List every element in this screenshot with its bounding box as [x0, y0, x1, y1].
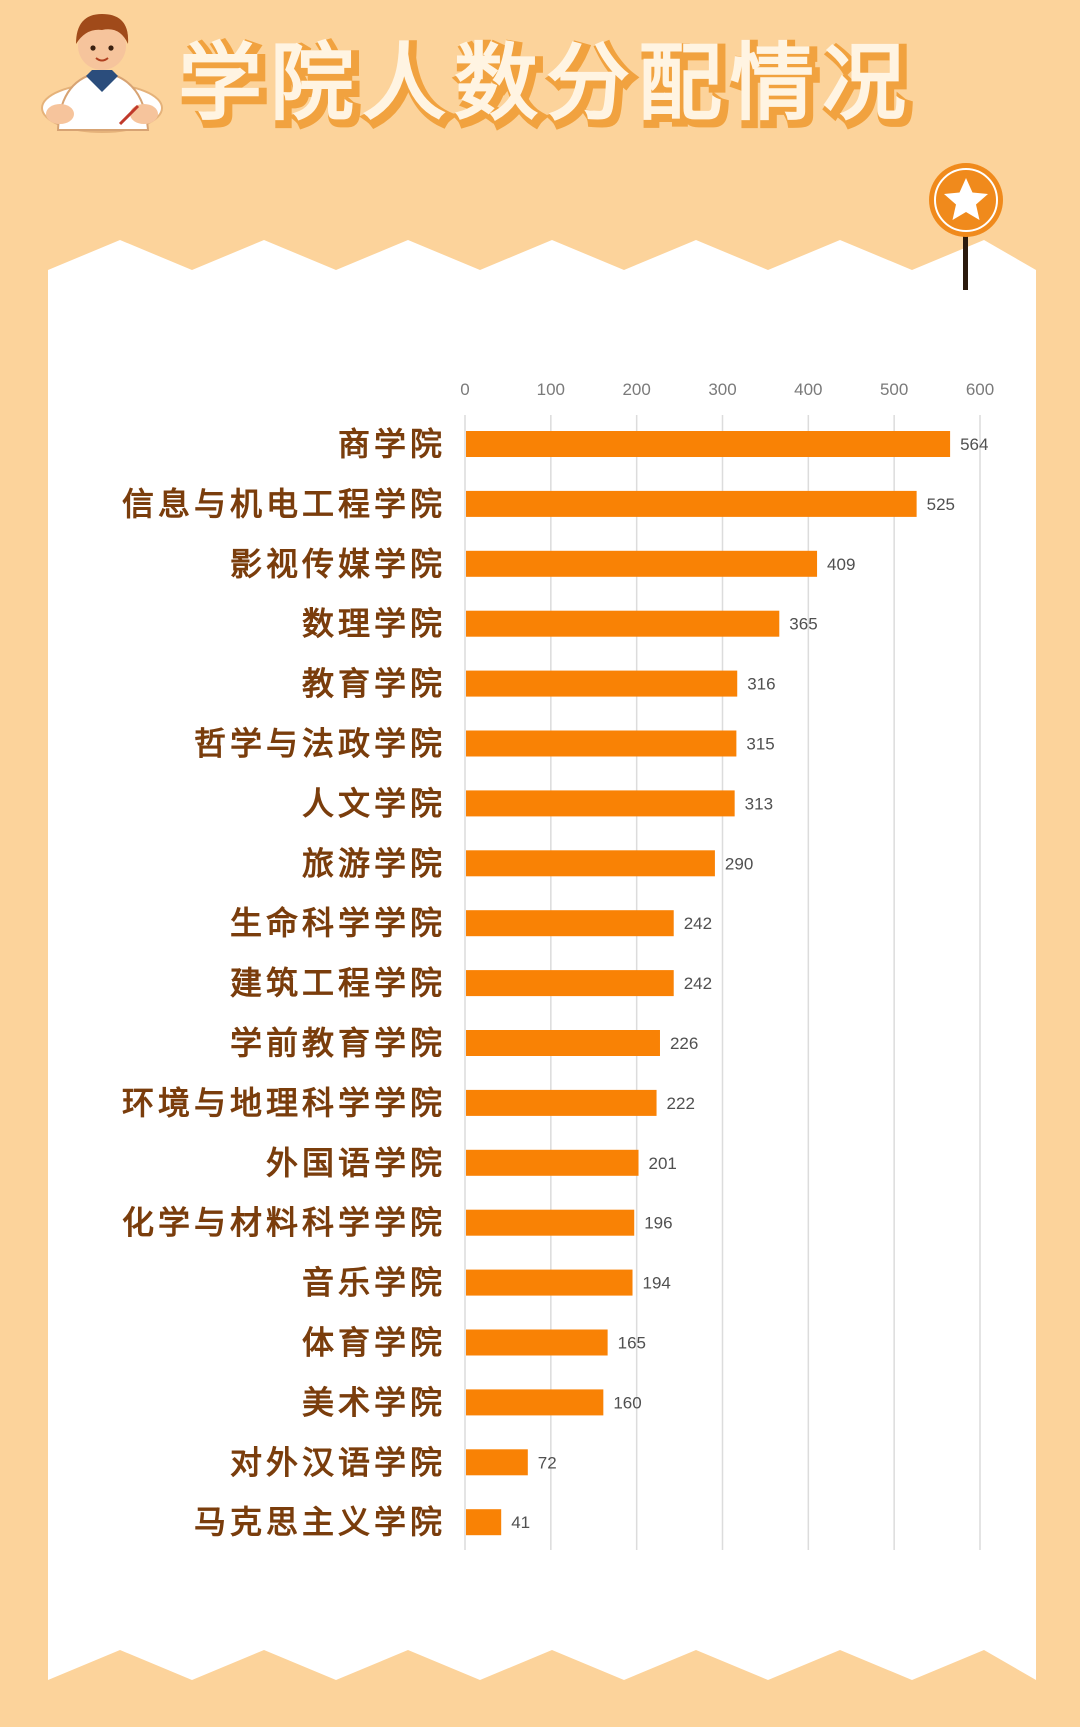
- value-label: 315: [746, 735, 774, 754]
- category-label: 建筑工程学院: [230, 964, 446, 1002]
- category-label: 教育学院: [302, 665, 446, 703]
- value-label: 564: [960, 435, 988, 454]
- value-label: 242: [684, 914, 712, 933]
- category-label: 环境与地理科学学院: [122, 1084, 446, 1122]
- bar: [466, 550, 818, 577]
- bar-series: [466, 431, 951, 1536]
- value-label: 72: [538, 1453, 557, 1472]
- category-label: 体育学院: [302, 1324, 446, 1362]
- value-label: 194: [643, 1274, 671, 1293]
- bar: [466, 910, 674, 937]
- value-label: 222: [667, 1094, 695, 1113]
- bar: [466, 1149, 639, 1176]
- category-labels: 商学院信息与机电工程学院影视传媒学院数理学院教育学院哲学与法政学院人文学院旅游学…: [122, 425, 446, 1541]
- category-label: 化学与材料科学学院: [122, 1204, 446, 1242]
- page-title: 学院人数分配情况: [182, 38, 918, 136]
- bar: [466, 970, 674, 997]
- x-tick-label: 100: [537, 380, 565, 399]
- category-label: 对外汉语学院: [230, 1443, 446, 1481]
- value-label: 226: [670, 1034, 698, 1053]
- category-label: 学前教育学院: [230, 1024, 446, 1062]
- value-label: 242: [684, 974, 712, 993]
- category-label: 音乐学院: [302, 1264, 446, 1302]
- category-label: 人文学院: [302, 784, 446, 822]
- value-label: 196: [644, 1214, 672, 1233]
- bar: [466, 1089, 657, 1116]
- category-label: 哲学与法政学院: [194, 725, 446, 763]
- value-label: 201: [649, 1154, 677, 1173]
- category-label: 生命科学学院: [230, 904, 446, 942]
- x-tick-label: 200: [622, 380, 650, 399]
- bar: [466, 610, 780, 637]
- value-label: 290: [725, 854, 753, 873]
- white-panel: [48, 240, 1036, 1680]
- category-label: 外国语学院: [266, 1144, 446, 1182]
- x-tick-label: 500: [880, 380, 908, 399]
- category-label: 美术学院: [302, 1383, 446, 1421]
- bar: [466, 790, 735, 817]
- x-tick-label: 400: [794, 380, 822, 399]
- category-label: 商学院: [338, 425, 446, 463]
- bar: [466, 1509, 502, 1536]
- value-labels: 564 525 409 365 316 315 313 290 242 242 226 222 201 1…: [511, 435, 988, 1532]
- bar: [466, 670, 738, 697]
- x-tick-label: 600: [966, 380, 994, 399]
- bar: [466, 1449, 528, 1476]
- value-label: 409: [827, 555, 855, 574]
- bar: [466, 1329, 608, 1356]
- bar: [466, 1389, 604, 1416]
- value-label: 313: [745, 794, 773, 813]
- value-label: 365: [789, 615, 817, 634]
- bar: [466, 490, 917, 517]
- value-label: 316: [747, 675, 775, 694]
- bar: [466, 1030, 660, 1056]
- value-label: 165: [618, 1334, 646, 1353]
- bar: [466, 1209, 635, 1236]
- bar: [466, 1269, 633, 1296]
- bar: [466, 431, 951, 457]
- category-label: 旅游学院: [302, 844, 446, 882]
- category-label: 数理学院: [302, 605, 446, 643]
- student-writing-icon: [41, 14, 163, 133]
- x-tick-label: 300: [708, 380, 736, 399]
- category-label: 马克思主义学院: [194, 1503, 446, 1541]
- value-label: 160: [613, 1393, 641, 1412]
- bar: [466, 850, 715, 877]
- value-label: 525: [927, 495, 955, 514]
- star-badge-icon: [929, 163, 1003, 290]
- page-title-face: 学院人数分配情况: [178, 34, 914, 132]
- category-label: 影视传媒学院: [230, 545, 446, 583]
- x-tick-label: 0: [460, 380, 469, 399]
- category-label: 信息与机电工程学院: [122, 485, 446, 523]
- bar: [466, 730, 737, 757]
- value-label: 41: [511, 1513, 530, 1532]
- x-axis-ticks: 0 100 200 300 400 500 600: [460, 380, 994, 399]
